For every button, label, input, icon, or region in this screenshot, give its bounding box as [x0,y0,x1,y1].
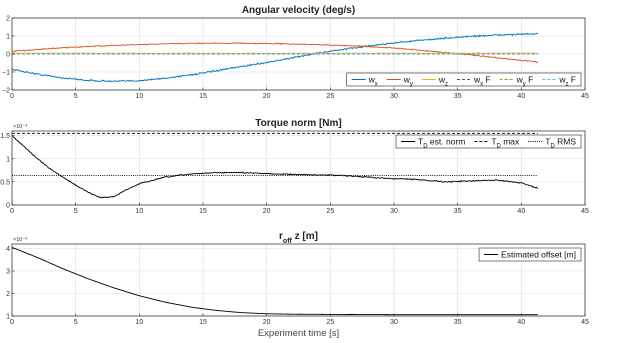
x-tick-label: 20 [263,208,271,215]
x-tick-label: 25 [326,93,334,100]
x-tick-label: 30 [390,319,398,326]
legend-entry: wx [351,75,378,88]
legend-entry: wz [421,75,448,88]
y-tick-label: 4 [6,246,10,253]
x-tick-label: 35 [454,319,462,326]
y-tick-label: 3 [6,269,10,276]
y-tick-label: 0.5 [0,179,10,186]
legend-label: TD max [491,137,520,150]
series-line-w-x [12,32,539,83]
series-group [12,32,539,83]
x-tick-label: 35 [454,93,462,100]
series-group [12,132,539,199]
legend-entry: wy [386,75,413,88]
x-tick-label: 40 [517,208,525,215]
legend-entry: TD max [474,137,520,150]
x-tick-label: 15 [199,93,207,100]
x-tick-label: 35 [454,208,462,215]
y-tick-label: 1.5 [0,133,10,140]
y-tick-label: 0 [6,203,10,210]
legend-label: wx [368,75,378,88]
x-tick-label: 30 [390,208,398,215]
x-tick-label: 0 [10,93,14,100]
legend-box [395,134,582,149]
x-axis-label: Experiment time [s] [258,328,339,339]
x-tick-label: 5 [74,93,78,100]
x-tick-label: 40 [517,319,525,326]
x-tick-label: 10 [135,319,143,326]
legend-entry: TD est. norm [401,137,465,150]
legend-label: TD est. norm [418,137,465,150]
legend-label: wy [403,75,413,88]
legend-entry: wy F [499,75,534,88]
series-line-t-d-est-norm [12,135,539,199]
x-tick-label: 0 [10,208,14,215]
y-tick-label: 1 [6,156,10,163]
legend-box [478,247,582,262]
y-tick-label: 2 [6,291,10,298]
y-tick-label: 0 [6,52,10,59]
legend-entry: wx F [456,75,491,88]
legend-entry: wz F [542,75,576,88]
y-tick-label: −1 [2,70,10,77]
y-scale-multiplier: ×10⁻⁴ [13,123,28,130]
x-tick-label: 20 [263,319,271,326]
x-tick-label: 0 [10,319,14,326]
x-tick-label: 10 [135,208,143,215]
x-tick-label: 25 [326,208,334,215]
x-tick-label: 45 [581,319,589,326]
x-tick-label: 5 [74,208,78,215]
series-line-estimated-offset-m- [12,246,538,316]
chart-title: Torque norm [Nm] [255,118,341,129]
x-tick-label: 5 [74,319,78,326]
x-tick-label: 10 [135,93,143,100]
legend-entry: TD RMS [528,137,576,150]
x-tick-label: 20 [263,93,271,100]
y-tick-label: 2 [6,16,10,23]
axes-frame [11,130,586,206]
chart-title: roff z [m] [279,231,318,245]
legend: Estimated offset [m] [478,247,582,262]
chart-panel-2: 0 5 10 15 20 25 30 35 40 45 0 0.5 1 1.5×10⁻⁴ Torque no… [0,118,589,215]
x-tick-label: 45 [581,93,589,100]
chart-panel-3: 0 5 10 15 20 25 30 35 40 45 1 2 3 4×10⁻⁶ roff z [m] Exp… [6,231,589,339]
x-tick-label: 45 [581,208,589,215]
legend: wx wy wz wx F wy F wz F [346,72,582,88]
legend-label: wx F [473,75,491,88]
y-tick-label: 1 [6,34,10,41]
y-tick-label: 1 [6,314,10,321]
legend-label: wy F [516,75,534,88]
legend-label: Estimated offset [m] [501,250,576,260]
legend: TD est. norm TD max TD RMS [395,134,582,150]
x-tick-label: 15 [199,319,207,326]
axes-frame [11,243,586,317]
chart-panel-1: 0 5 10 15 20 25 30 35 40 45 −2 −1 0 1 2 Angular velocit… [2,5,589,100]
legend-label: wz [438,75,448,88]
x-tick-label: 30 [390,93,398,100]
chart-title: Angular velocity (deg/s) [242,5,355,16]
y-scale-multiplier: ×10⁻⁶ [13,236,28,243]
series-group [12,246,538,316]
x-tick-label: 25 [326,319,334,326]
legend-label: wz F [558,75,576,88]
legend-entry: Estimated offset [m] [484,250,576,260]
legend-label: TD RMS [545,137,576,150]
y-tick-label: −2 [2,88,10,95]
x-tick-label: 40 [517,93,525,100]
x-tick-label: 15 [199,208,207,215]
